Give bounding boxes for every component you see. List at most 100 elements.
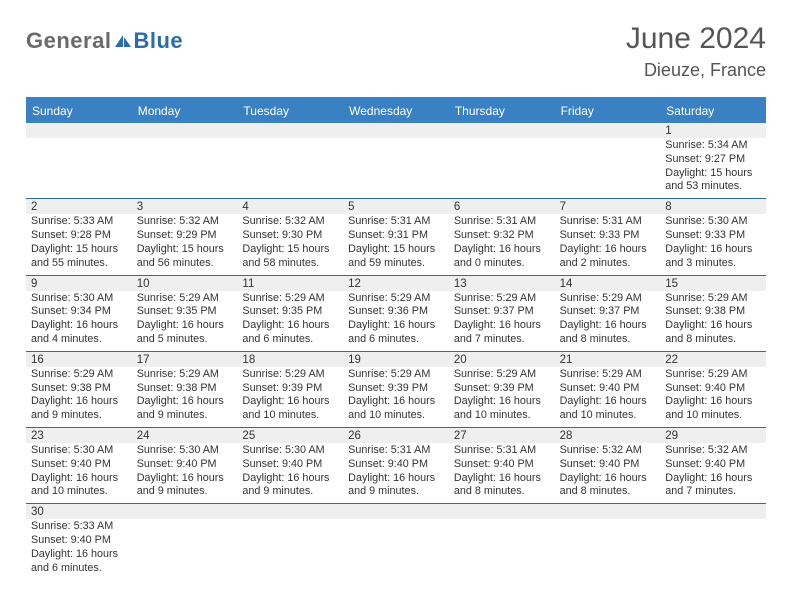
daylight-text: Daylight: 16 hours and 4 minutes. bbox=[31, 319, 127, 347]
day-cell: Sunrise: 5:30 AMSunset: 9:34 PMDaylight:… bbox=[26, 291, 132, 351]
day-cell: Sunrise: 5:29 AMSunset: 9:35 PMDaylight:… bbox=[132, 291, 238, 351]
sunset-text: Sunset: 9:39 PM bbox=[454, 382, 550, 396]
sunrise-text: Sunrise: 5:29 AM bbox=[137, 292, 233, 306]
week-daynum-band: 30 bbox=[26, 504, 766, 519]
day-cell bbox=[237, 138, 343, 198]
title-block: June 2024 Dieuze, France bbox=[626, 22, 766, 81]
sunset-text: Sunset: 9:35 PM bbox=[137, 305, 233, 319]
daylight-text: Daylight: 16 hours and 9 minutes. bbox=[242, 472, 338, 500]
sunset-text: Sunset: 9:40 PM bbox=[242, 458, 338, 472]
week-daynum-band: 1 bbox=[26, 123, 766, 138]
sunset-text: Sunset: 9:37 PM bbox=[560, 305, 656, 319]
day-cell: Sunrise: 5:33 AMSunset: 9:28 PMDaylight:… bbox=[26, 214, 132, 274]
day-number: 4 bbox=[237, 199, 343, 214]
dow-thursday: Thursday bbox=[449, 99, 555, 123]
day-cell: Sunrise: 5:32 AMSunset: 9:40 PMDaylight:… bbox=[660, 443, 766, 503]
daylight-text: Daylight: 16 hours and 6 minutes. bbox=[242, 319, 338, 347]
sunrise-text: Sunrise: 5:29 AM bbox=[560, 368, 656, 382]
sunset-text: Sunset: 9:40 PM bbox=[560, 458, 656, 472]
sunset-text: Sunset: 9:40 PM bbox=[665, 382, 761, 396]
day-cell: Sunrise: 5:32 AMSunset: 9:40 PMDaylight:… bbox=[555, 443, 661, 503]
calendar: Sunday Monday Tuesday Wednesday Thursday… bbox=[26, 97, 766, 580]
daylight-text: Daylight: 16 hours and 8 minutes. bbox=[454, 472, 550, 500]
day-cell bbox=[132, 138, 238, 198]
dow-tuesday: Tuesday bbox=[237, 99, 343, 123]
sunset-text: Sunset: 9:38 PM bbox=[665, 305, 761, 319]
daylight-text: Daylight: 16 hours and 6 minutes. bbox=[348, 319, 444, 347]
daylight-text: Daylight: 16 hours and 7 minutes. bbox=[454, 319, 550, 347]
day-number: 16 bbox=[26, 352, 132, 367]
day-number: 25 bbox=[237, 428, 343, 443]
daylight-text: Daylight: 15 hours and 55 minutes. bbox=[31, 243, 127, 271]
day-number: 15 bbox=[660, 276, 766, 291]
sunset-text: Sunset: 9:32 PM bbox=[454, 229, 550, 243]
sunrise-text: Sunrise: 5:32 AM bbox=[137, 215, 233, 229]
daylight-text: Daylight: 16 hours and 2 minutes. bbox=[560, 243, 656, 271]
sunset-text: Sunset: 9:40 PM bbox=[137, 458, 233, 472]
day-number: 20 bbox=[449, 352, 555, 367]
day-cell: Sunrise: 5:30 AMSunset: 9:40 PMDaylight:… bbox=[237, 443, 343, 503]
day-number: 23 bbox=[26, 428, 132, 443]
sunrise-text: Sunrise: 5:31 AM bbox=[560, 215, 656, 229]
day-cell: Sunrise: 5:31 AMSunset: 9:40 PMDaylight:… bbox=[449, 443, 555, 503]
sunrise-text: Sunrise: 5:30 AM bbox=[242, 444, 338, 458]
week-daynum-band: 2345678 bbox=[26, 199, 766, 214]
day-cell bbox=[132, 519, 238, 579]
day-number: 28 bbox=[555, 428, 661, 443]
week-detail-band: Sunrise: 5:29 AMSunset: 9:38 PMDaylight:… bbox=[26, 367, 766, 427]
daylight-text: Daylight: 16 hours and 10 minutes. bbox=[242, 395, 338, 423]
day-cell: Sunrise: 5:34 AMSunset: 9:27 PMDaylight:… bbox=[660, 138, 766, 198]
daylight-text: Daylight: 15 hours and 53 minutes. bbox=[665, 167, 761, 195]
day-number bbox=[449, 504, 555, 519]
day-cell: Sunrise: 5:31 AMSunset: 9:31 PMDaylight:… bbox=[343, 214, 449, 274]
day-cell: Sunrise: 5:29 AMSunset: 9:40 PMDaylight:… bbox=[660, 367, 766, 427]
day-number bbox=[343, 123, 449, 138]
sunrise-text: Sunrise: 5:32 AM bbox=[242, 215, 338, 229]
dow-saturday: Saturday bbox=[660, 99, 766, 123]
sunrise-text: Sunrise: 5:31 AM bbox=[454, 444, 550, 458]
calendar-body: 1Sunrise: 5:34 AMSunset: 9:27 PMDaylight… bbox=[26, 123, 766, 580]
sunrise-text: Sunrise: 5:29 AM bbox=[348, 368, 444, 382]
sunrise-text: Sunrise: 5:29 AM bbox=[137, 368, 233, 382]
day-number: 22 bbox=[660, 352, 766, 367]
day-number: 1 bbox=[660, 123, 766, 138]
day-number: 18 bbox=[237, 352, 343, 367]
sunrise-text: Sunrise: 5:29 AM bbox=[665, 368, 761, 382]
day-number bbox=[555, 504, 661, 519]
day-number: 19 bbox=[343, 352, 449, 367]
day-number bbox=[237, 123, 343, 138]
sunset-text: Sunset: 9:34 PM bbox=[31, 305, 127, 319]
day-number bbox=[555, 123, 661, 138]
daylight-text: Daylight: 16 hours and 9 minutes. bbox=[137, 472, 233, 500]
day-number: 5 bbox=[343, 199, 449, 214]
sunrise-text: Sunrise: 5:29 AM bbox=[348, 292, 444, 306]
daylight-text: Daylight: 16 hours and 8 minutes. bbox=[560, 472, 656, 500]
day-number: 11 bbox=[237, 276, 343, 291]
calendar-week: 23242526272829Sunrise: 5:30 AMSunset: 9:… bbox=[26, 428, 766, 504]
day-number bbox=[26, 123, 132, 138]
sunrise-text: Sunrise: 5:33 AM bbox=[31, 215, 127, 229]
daylight-text: Daylight: 15 hours and 59 minutes. bbox=[348, 243, 444, 271]
week-daynum-band: 23242526272829 bbox=[26, 428, 766, 443]
day-number bbox=[237, 504, 343, 519]
day-cell bbox=[449, 138, 555, 198]
sunset-text: Sunset: 9:40 PM bbox=[665, 458, 761, 472]
day-cell: Sunrise: 5:29 AMSunset: 9:38 PMDaylight:… bbox=[660, 291, 766, 351]
calendar-week: 9101112131415Sunrise: 5:30 AMSunset: 9:3… bbox=[26, 276, 766, 352]
day-cell: Sunrise: 5:33 AMSunset: 9:40 PMDaylight:… bbox=[26, 519, 132, 579]
sunrise-text: Sunrise: 5:32 AM bbox=[560, 444, 656, 458]
day-number: 13 bbox=[449, 276, 555, 291]
day-cell bbox=[660, 519, 766, 579]
day-number: 17 bbox=[132, 352, 238, 367]
day-number: 14 bbox=[555, 276, 661, 291]
sunrise-text: Sunrise: 5:31 AM bbox=[348, 215, 444, 229]
dow-wednesday: Wednesday bbox=[343, 99, 449, 123]
sunrise-text: Sunrise: 5:29 AM bbox=[665, 292, 761, 306]
sunrise-text: Sunrise: 5:29 AM bbox=[242, 368, 338, 382]
daylight-text: Daylight: 15 hours and 56 minutes. bbox=[137, 243, 233, 271]
day-cell: Sunrise: 5:29 AMSunset: 9:39 PMDaylight:… bbox=[449, 367, 555, 427]
daylight-text: Daylight: 16 hours and 8 minutes. bbox=[560, 319, 656, 347]
dow-sunday: Sunday bbox=[26, 99, 132, 123]
day-number bbox=[132, 504, 238, 519]
daylight-text: Daylight: 16 hours and 6 minutes. bbox=[31, 548, 127, 576]
